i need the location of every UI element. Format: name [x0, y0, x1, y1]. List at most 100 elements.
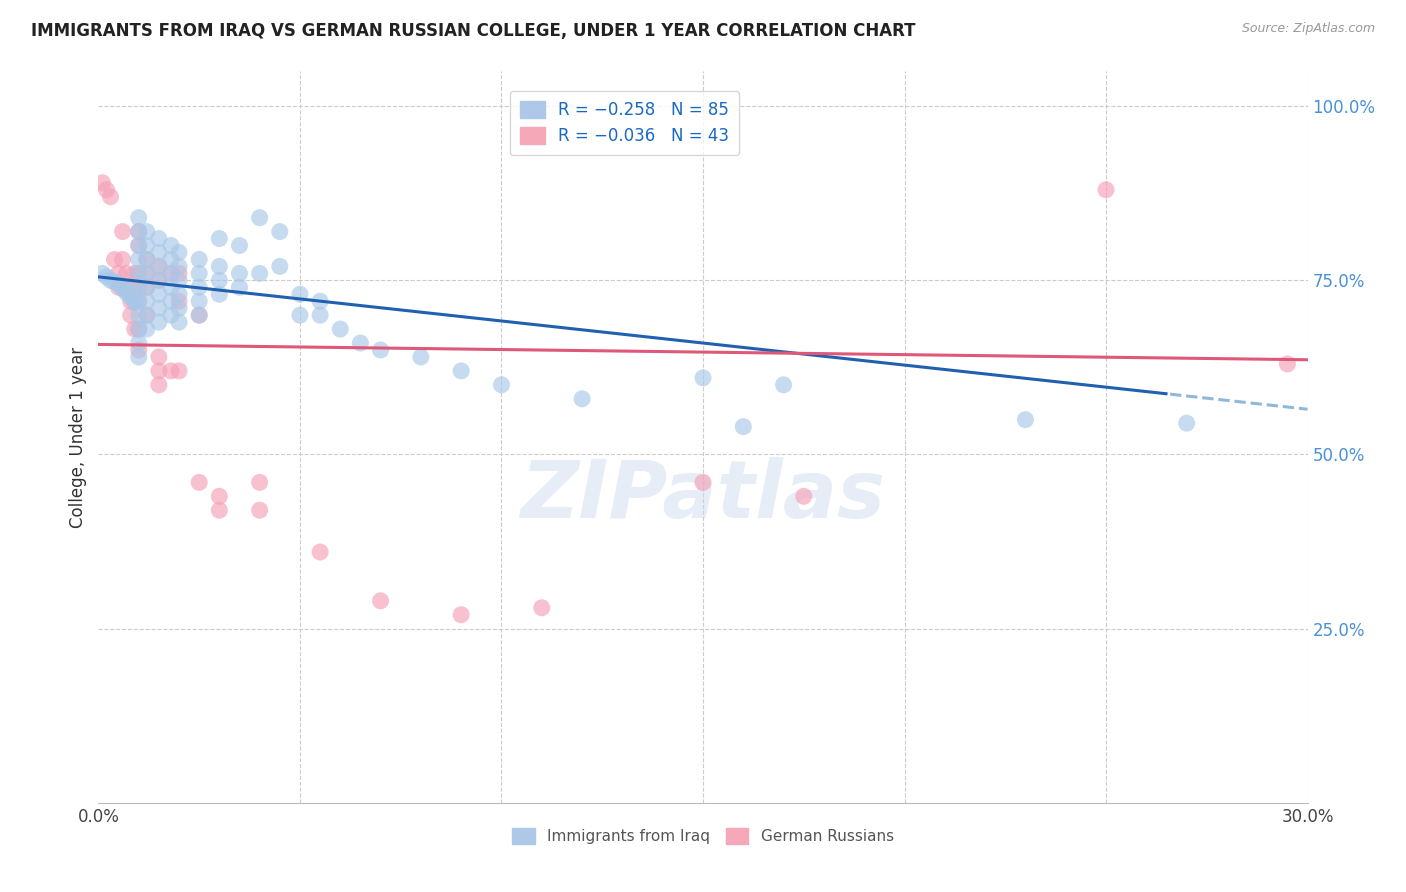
Point [135, 266, 157, 280]
Point [370, 343, 392, 357]
Point [167, 315, 190, 329]
Point [450, 607, 472, 622]
Point [160, 238, 183, 252]
Point [148, 377, 170, 392]
Point [228, 266, 250, 280]
Point [188, 308, 211, 322]
Point [100, 190, 122, 204]
Point [692, 475, 714, 490]
Point [128, 211, 150, 225]
Point [111, 252, 134, 267]
Point [269, 260, 291, 274]
Point [128, 294, 150, 309]
Y-axis label: College, Under 1 year: College, Under 1 year [69, 346, 87, 528]
Point [128, 225, 150, 239]
Point [135, 252, 157, 267]
Point [148, 315, 170, 329]
Point [733, 419, 755, 434]
Point [135, 266, 157, 280]
Point [772, 377, 794, 392]
Point [111, 225, 134, 239]
Point [1095, 183, 1118, 197]
Text: ZIPatlas: ZIPatlas [520, 457, 886, 534]
Point [124, 295, 146, 310]
Point [148, 273, 170, 287]
Point [309, 294, 332, 309]
Point [120, 290, 142, 304]
Point [115, 280, 138, 294]
Point [124, 293, 146, 307]
Point [249, 475, 271, 490]
Point [208, 273, 231, 287]
Point [111, 279, 134, 293]
Point [349, 336, 371, 351]
Point [135, 294, 157, 309]
Point [120, 287, 142, 301]
Point [128, 238, 150, 252]
Point [148, 245, 170, 260]
Point [128, 225, 150, 239]
Point [249, 266, 271, 280]
Point [107, 277, 129, 291]
Point [208, 503, 231, 517]
Point [208, 287, 231, 301]
Point [100, 273, 122, 287]
Point [120, 294, 142, 309]
Point [167, 266, 190, 280]
Point [148, 260, 170, 274]
Point [148, 350, 170, 364]
Point [148, 260, 170, 274]
Point [188, 280, 211, 294]
Point [188, 294, 211, 309]
Point [135, 308, 157, 322]
Point [188, 252, 211, 267]
Point [124, 322, 146, 336]
Point [128, 350, 150, 364]
Point [135, 252, 157, 267]
Point [128, 343, 150, 357]
Point [128, 322, 150, 336]
Point [91, 266, 114, 280]
Point [167, 273, 190, 287]
Point [128, 266, 150, 280]
Point [692, 371, 714, 385]
Point [128, 322, 150, 336]
Point [571, 392, 593, 406]
Point [160, 266, 183, 280]
Point [135, 238, 157, 252]
Point [128, 238, 150, 252]
Point [329, 322, 352, 336]
Point [309, 308, 332, 322]
Point [160, 364, 183, 378]
Point [135, 308, 157, 322]
Point [188, 475, 211, 490]
Point [208, 231, 231, 245]
Point [135, 280, 157, 294]
Point [793, 489, 815, 503]
Point [91, 176, 114, 190]
Text: Source: ZipAtlas.com: Source: ZipAtlas.com [1241, 22, 1375, 36]
Point [160, 266, 183, 280]
Point [115, 285, 138, 300]
Point [135, 225, 157, 239]
Point [188, 266, 211, 280]
Point [249, 503, 271, 517]
Point [167, 260, 190, 274]
Point [228, 280, 250, 294]
Point [107, 266, 129, 280]
Point [288, 308, 311, 322]
Point [128, 294, 150, 309]
Point [167, 301, 190, 316]
Point [530, 600, 553, 615]
Point [124, 280, 146, 294]
Point [128, 280, 150, 294]
Point [160, 280, 183, 294]
Point [1014, 412, 1036, 426]
Point [120, 308, 142, 322]
Point [167, 287, 190, 301]
Point [128, 336, 150, 351]
Point [208, 489, 231, 503]
Point [103, 275, 125, 289]
Point [148, 364, 170, 378]
Point [103, 252, 125, 267]
